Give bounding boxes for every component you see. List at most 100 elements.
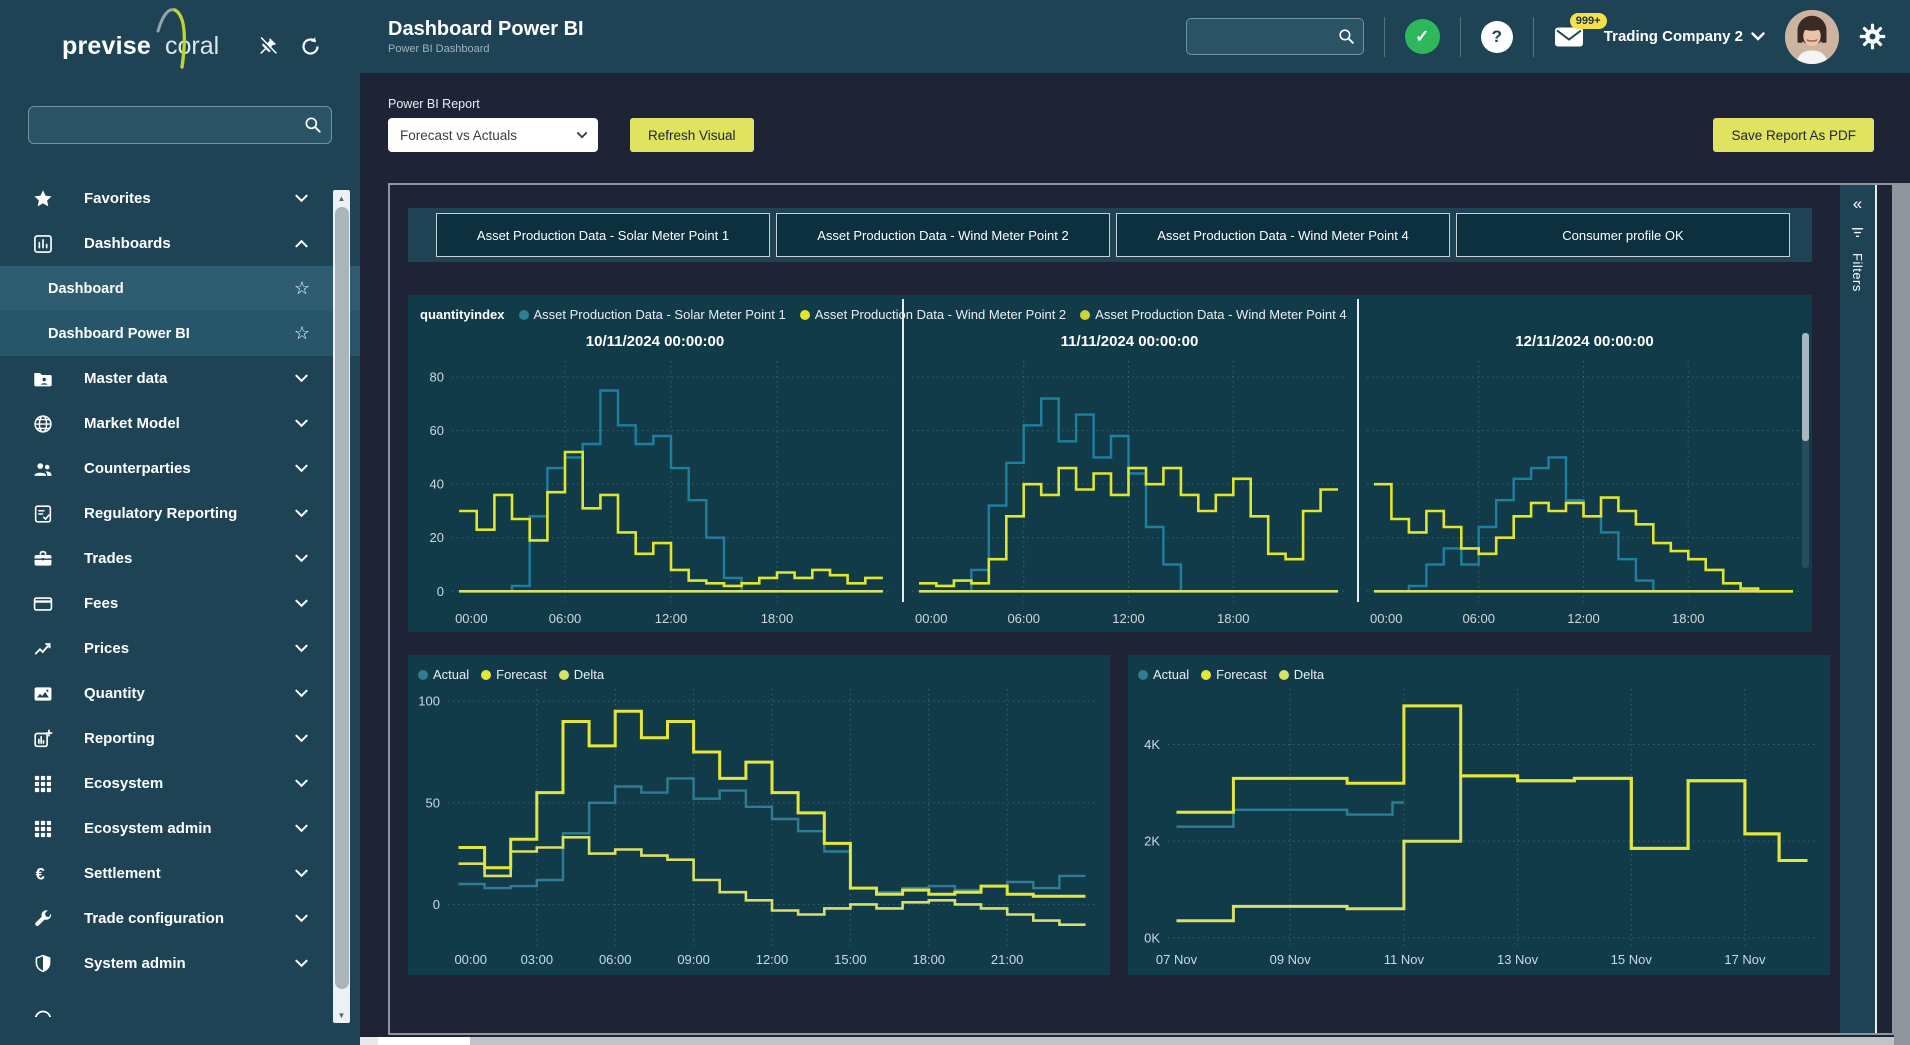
filters-label: Filters <box>1850 253 1865 292</box>
sidebar-scrollbar[interactable]: ▲ ▼ <box>333 190 350 1023</box>
chevron-down-icon[interactable] <box>295 779 308 788</box>
favorite-star-icon[interactable]: ☆ <box>293 278 310 298</box>
sidebar-item-regulatory-reporting[interactable]: Regulatory Reporting <box>0 491 360 536</box>
status-ok-icon[interactable]: ✓ <box>1404 19 1440 54</box>
svg-text:13 Nov: 13 Nov <box>1497 952 1539 967</box>
grid-icon <box>30 773 56 795</box>
help-icon[interactable]: ? <box>1480 20 1513 53</box>
chart-plot: 00:00 06:00 12:00 18:00 <box>1367 361 1800 626</box>
legend-label: Delta <box>1293 667 1325 682</box>
chevron-down-icon[interactable] <box>295 509 308 518</box>
chevron-down-icon[interactable] <box>295 959 308 968</box>
sidebar-item-quantity[interactable]: Quantity <box>0 671 360 716</box>
refresh-visual-button[interactable]: Refresh Visual <box>630 118 754 152</box>
chart-plus-icon <box>30 728 56 750</box>
svg-text:12:00: 12:00 <box>1567 611 1600 626</box>
sidebar-item-market-model[interactable]: Market Model <box>0 401 360 446</box>
sidebar-item-label: Counterparties <box>84 460 191 477</box>
sidebar-item-prices[interactable]: Prices <box>0 626 360 671</box>
avatar[interactable] <box>1785 9 1839 64</box>
sidebar-item-label: Settlement <box>84 865 161 882</box>
chevron-down-icon[interactable] <box>295 374 308 383</box>
sidebar-item-trade-configuration[interactable]: Trade configuration <box>0 896 360 941</box>
powerbi-report: Asset Production Data - Solar Meter Poin… <box>388 183 1894 1035</box>
star-icon <box>30 188 56 210</box>
sidebar-item-settlement[interactable]: € Settlement <box>0 851 360 896</box>
legend-dot-icon <box>1201 669 1212 680</box>
chart-legend: Actual Forecast Delta <box>408 655 1110 685</box>
report-tab-asset-production-data-solar-meter-point-1[interactable]: Asset Production Data - Solar Meter Poin… <box>436 213 770 257</box>
report-tab-strip: Asset Production Data - Solar Meter Poin… <box>408 208 1812 262</box>
refresh-icon[interactable] <box>299 35 322 58</box>
shield-icon <box>30 953 56 975</box>
svg-text:20: 20 <box>430 530 444 545</box>
sidebar-scrollbar-thumb[interactable] <box>334 207 349 989</box>
chevron-down-icon[interactable] <box>295 914 308 923</box>
report-tab-asset-production-data-wind-meter-point-4[interactable]: Asset Production Data - Wind Meter Point… <box>1116 213 1450 257</box>
svg-text:09 Nov: 09 Nov <box>1270 952 1312 967</box>
sidebar-search-input[interactable] <box>28 106 332 144</box>
chart-scrollbar[interactable] <box>1802 333 1809 568</box>
chevron-down-icon <box>1751 32 1765 41</box>
sidebar-item-counterparties[interactable]: Counterparties <box>0 446 360 491</box>
notifications-mail[interactable]: 999+ <box>1554 12 1607 49</box>
chevron-down-icon[interactable] <box>295 824 308 833</box>
chevron-down-icon[interactable] <box>295 689 308 698</box>
svg-text:09:00: 09:00 <box>677 952 710 967</box>
filters-panel: « Filters <box>1840 185 1877 1033</box>
chevron-down-icon[interactable] <box>295 194 308 203</box>
legend-item: Forecast <box>1201 667 1267 682</box>
report-picker-dropdown[interactable]: Forecast vs Actuals <box>388 118 598 152</box>
header-search-input[interactable] <box>1185 18 1364 55</box>
favorite-star-icon[interactable]: ☆ <box>293 323 310 343</box>
chevron-down-icon[interactable] <box>295 419 308 428</box>
chart-panels: 10/11/2024 00:00:00 0 20 40 60 80 00:00 06:00 12… <box>408 299 1812 632</box>
sidebar-item-reporting[interactable]: Reporting <box>0 716 360 761</box>
chevron-down-icon[interactable] <box>295 554 308 563</box>
vertical-scrollbar[interactable] <box>1894 183 1910 1045</box>
header-search <box>1185 18 1364 55</box>
scroll-up-icon[interactable]: ▲ <box>337 193 346 203</box>
chevron-down-icon[interactable] <box>295 599 308 608</box>
sidebar-item-ecosystem-admin[interactable]: Ecosystem admin <box>0 806 360 851</box>
sidebar-item-favorites[interactable]: Favorites <box>0 176 360 221</box>
sidebar-item-dashboard-power-bi[interactable]: Dashboard Power BI ☆ <box>0 311 360 356</box>
svg-text:17 Nov: 17 Nov <box>1724 952 1766 967</box>
sidebar-item-master-data[interactable]: Master data <box>0 356 360 401</box>
gear-icon[interactable] <box>1859 23 1886 50</box>
legend-label: Asset Production Data - Wind Meter Point… <box>1095 307 1347 322</box>
horizontal-scrollbar-thumb[interactable] <box>378 1037 470 1045</box>
scroll-down-icon[interactable]: ▼ <box>337 1010 346 1020</box>
chevron-down-icon[interactable] <box>295 644 308 653</box>
sidebar-item-partial[interactable] <box>0 986 360 1026</box>
save-report-pdf-button[interactable]: Save Report As PDF <box>1713 118 1874 152</box>
main-content: Power BI Report Forecast vs Actuals Refr… <box>360 73 1910 1045</box>
legend-dot-icon <box>418 669 428 680</box>
sidebar-item-ecosystem[interactable]: Ecosystem <box>0 761 360 806</box>
logo-text-previse: previse <box>62 31 151 60</box>
legend-label: Asset Production Data - Solar Meter Poin… <box>533 307 786 322</box>
sidebar-item-fees[interactable]: Fees <box>0 581 360 626</box>
svg-text:18:00: 18:00 <box>1672 611 1705 626</box>
unpin-sidebar-icon[interactable] <box>256 35 279 58</box>
chevron-up-icon[interactable] <box>295 239 308 248</box>
sidebar-item-dashboard[interactable]: Dashboard ☆ <box>0 266 360 311</box>
bar-chart-icon <box>30 233 56 255</box>
chevron-down-icon[interactable] <box>295 464 308 473</box>
collapse-filters-icon[interactable]: « <box>1852 194 1863 213</box>
chart-plot: 0K 2K 4K 07 Nov 09 Nov 11 Nov 13 Nov 15 Nov 17 N… <box>1144 689 1816 967</box>
chevron-down-icon[interactable] <box>295 734 308 743</box>
sidebar-item-trades[interactable]: Trades <box>0 536 360 581</box>
report-tab-consumer-profile-ok[interactable]: Consumer profile OK <box>1456 213 1790 257</box>
company-selector[interactable]: Trading Company 2 <box>1604 28 1765 45</box>
sidebar-item-dashboards[interactable]: Dashboards <box>0 221 360 266</box>
svg-text:00:00: 00:00 <box>454 952 487 967</box>
sidebar-item-label: Ecosystem admin <box>84 820 212 837</box>
horizontal-scrollbar[interactable] <box>360 1037 1894 1045</box>
svg-text:06:00: 06:00 <box>549 611 582 626</box>
svg-text:00:00: 00:00 <box>455 611 488 626</box>
report-tab-asset-production-data-wind-meter-point-2[interactable]: Asset Production Data - Wind Meter Point… <box>776 213 1110 257</box>
chevron-down-icon[interactable] <box>295 869 308 878</box>
sidebar-item-label: Prices <box>84 640 130 657</box>
sidebar-item-system-admin[interactable]: System admin <box>0 941 360 986</box>
